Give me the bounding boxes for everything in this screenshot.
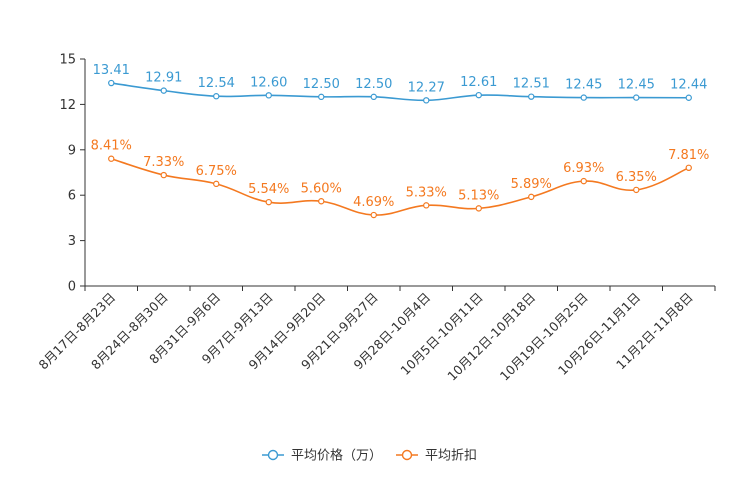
price-data-label: 12.45 xyxy=(565,78,602,93)
discount-data-label: 6.35% xyxy=(616,170,657,185)
price-data-point xyxy=(318,93,325,101)
discount-series-line xyxy=(111,157,690,216)
price-data-point xyxy=(685,94,692,101)
y-tick-label: 0 xyxy=(68,280,76,295)
price-data-point xyxy=(213,93,220,100)
y-tick-label: 3 xyxy=(68,234,76,249)
price-data-point xyxy=(423,97,430,104)
legend-marker xyxy=(267,449,279,461)
discount-data-point xyxy=(580,177,587,185)
price-data-point xyxy=(160,87,167,94)
y-tick-label: 6 xyxy=(68,189,76,204)
y-tick-label: 12 xyxy=(59,98,76,113)
chart-legend: 平均价格（万） 平均折扣 xyxy=(262,448,477,464)
discount-data-point xyxy=(160,171,167,179)
price-data-point xyxy=(370,93,377,101)
discount-data-point xyxy=(633,186,640,194)
legend-label-discount[interactable]: 平均折扣 xyxy=(425,449,477,464)
discount-data-label: 5.60% xyxy=(301,181,342,196)
discount-data-label: 6.93% xyxy=(563,161,604,176)
price-data-label: 12.60 xyxy=(250,75,287,90)
y-tick-label: 9 xyxy=(68,143,76,158)
discount-data-label: 5.13% xyxy=(458,188,499,203)
price-data-label: 12.51 xyxy=(513,77,550,92)
discount-data-point xyxy=(370,211,377,219)
price-data-point xyxy=(580,94,587,101)
price-data-label: 12.50 xyxy=(355,77,392,92)
chart-axes: 036912158月17日-8月23日8月24日-8月30日8月31日-9月6日… xyxy=(35,53,716,384)
discount-data-point xyxy=(475,205,482,212)
discount-data-label: 7.81% xyxy=(668,148,709,163)
discount-data-label: 5.89% xyxy=(511,177,552,192)
discount-data-point xyxy=(528,193,535,201)
discount-data-label: 4.69% xyxy=(353,195,394,210)
discount-data-point xyxy=(318,198,325,205)
price-data-point xyxy=(265,92,272,99)
legend-label-price[interactable]: 平均价格（万） xyxy=(291,448,382,464)
price-series-line xyxy=(111,82,689,102)
discount-data-point xyxy=(685,164,692,172)
discount-data-point xyxy=(108,155,115,162)
price-data-label: 13.41 xyxy=(93,63,130,78)
x-tick-label: 10月19日-10月25日 xyxy=(497,290,591,384)
discount-data-point xyxy=(213,180,220,188)
price-data-point xyxy=(108,79,115,87)
price-data-label: 12.61 xyxy=(460,75,497,90)
legend-marker xyxy=(401,449,413,461)
discount-data-label: 8.41% xyxy=(91,139,132,154)
price-data-label: 12.91 xyxy=(145,71,182,86)
price-data-label: 12.27 xyxy=(408,80,445,95)
discount-data-label: 6.75% xyxy=(196,164,237,179)
price-data-label: 12.44 xyxy=(670,78,707,93)
discount-data-point xyxy=(423,202,430,209)
y-tick-label: 15 xyxy=(59,53,76,68)
discount-data-label: 5.33% xyxy=(406,185,447,200)
series-layer xyxy=(108,79,692,219)
discount-data-point xyxy=(265,198,272,206)
price-data-point xyxy=(475,91,482,99)
price-data-point xyxy=(633,94,640,101)
price-data-label: 12.50 xyxy=(303,77,340,92)
data-labels-layer: 13.41 12.91 12.54 12.60 12.50 12.50 12.27 12.61… xyxy=(91,63,710,210)
discount-data-label: 5.54% xyxy=(248,182,289,197)
discount-data-label: 7.33% xyxy=(143,155,184,170)
price-data-point xyxy=(528,93,535,100)
x-tick-label: 10月12日-10月18日 xyxy=(444,290,538,384)
price-data-label: 12.54 xyxy=(198,76,235,91)
price-data-label: 12.45 xyxy=(618,78,655,93)
